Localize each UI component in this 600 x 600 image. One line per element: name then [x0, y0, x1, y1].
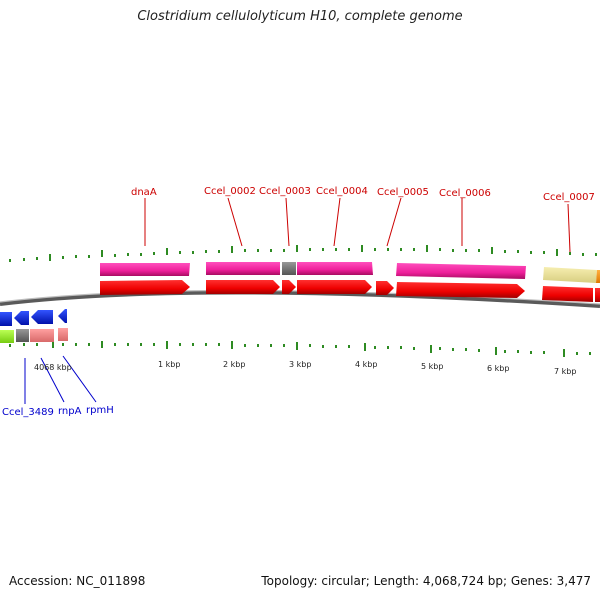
cds-ccel-0005[interactable] [376, 281, 394, 295]
cds-reverse-2[interactable] [14, 311, 29, 325]
feature-rpmh-block[interactable] [30, 329, 54, 342]
gene-label-dnaa[interactable]: dnaA [131, 187, 157, 198]
cds-track-forward [100, 280, 600, 302]
scale-label-1kbp: 1 kbp [158, 360, 180, 369]
scale-label-3kbp: 3 kbp [289, 360, 311, 369]
gene-label-ccel-0003[interactable]: Ccel_0003 [259, 186, 311, 197]
feature-ccel-0007[interactable] [543, 267, 597, 283]
cds-ccel-0002[interactable] [206, 280, 280, 294]
cds-ccel-0006[interactable] [396, 282, 525, 298]
feature-dnaa[interactable] [100, 263, 190, 276]
cds-reverse-4[interactable] [58, 309, 67, 323]
gene-label-ccel-0004[interactable]: Ccel_0004 [316, 186, 368, 197]
scale-label-2kbp: 2 kbp [223, 360, 245, 369]
gene-label-ccel-0002[interactable]: Ccel_0002 [204, 186, 256, 197]
cds-reverse-3[interactable] [31, 310, 53, 324]
accession-text: Accession: NC_011898 [9, 574, 146, 588]
lower-leader-lines [24, 355, 97, 404]
feature-rpmh[interactable] [58, 328, 68, 341]
lower-gene-labels: Ccel_3489 rnpA rpmH [2, 405, 114, 418]
map-title: Clostridium cellulolyticum H10, complete… [137, 9, 463, 24]
lower-tick-row [9, 340, 591, 357]
feature-ccel-0006[interactable] [396, 263, 526, 279]
scale-labels: 4068 kbp 1 kbp 2 kbp 3 kbp 4 kbp 5 kbp 6… [34, 360, 576, 376]
cds-ccel-0003[interactable] [282, 280, 296, 294]
scale-label-5kbp: 5 kbp [421, 362, 443, 371]
upper-leader-lines [144, 197, 571, 253]
gene-label-rnpa[interactable]: rnpA [58, 406, 82, 417]
genome-summary-text: Topology: circular; Length: 4,068,724 bp… [261, 574, 591, 588]
upper-gene-labels: dnaA Ccel_0002 Ccel_0003 Ccel_0004 Ccel_… [131, 186, 595, 203]
scale-label-7kbp: 7 kbp [554, 367, 576, 376]
upper-tick-row [9, 245, 597, 262]
gene-label-ccel-3489[interactable]: Ccel_3489 [2, 407, 54, 418]
feature-ccel-3489[interactable] [0, 330, 14, 343]
gene-label-ccel-0005[interactable]: Ccel_0005 [377, 187, 429, 198]
cds-dnaa[interactable] [100, 280, 190, 295]
feature-track-lower [0, 328, 68, 343]
cds-reverse-1[interactable] [0, 312, 12, 326]
gene-label-ccel-0006[interactable]: Ccel_0006 [439, 188, 491, 199]
gene-label-rpmh[interactable]: rpmH [86, 405, 114, 416]
scale-label-4kbp: 4 kbp [355, 360, 377, 369]
scale-label-origin: 4068 kbp [34, 363, 72, 372]
scale-label-6kbp: 6 kbp [487, 364, 509, 373]
cds-ccel-0007[interactable] [542, 286, 593, 302]
feature-ccel-0004[interactable] [297, 262, 373, 275]
feature-track-upper [100, 262, 600, 283]
feature-ccel-0002[interactable] [206, 262, 280, 275]
feature-rnpa[interactable] [16, 329, 29, 342]
cds-offscreen[interactable] [595, 288, 600, 302]
cds-ccel-0004[interactable] [297, 280, 372, 294]
gene-label-ccel-0007[interactable]: Ccel_0007 [543, 192, 595, 203]
cds-track-reverse [0, 309, 67, 326]
feature-offscreen-orange[interactable] [596, 270, 600, 283]
feature-ccel-0003[interactable] [282, 262, 296, 275]
